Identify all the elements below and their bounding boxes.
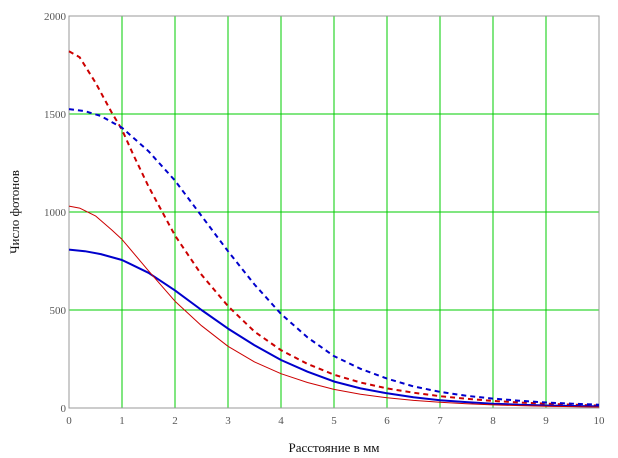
y-axis-ticks: 0 500 1000 1500 2000	[44, 11, 67, 415]
x-tick-label: 5	[331, 415, 337, 427]
x-axis-ticks: 0 1 2 3 4 5 6 7 8 9 10	[66, 415, 605, 427]
x-tick-label: 9	[543, 415, 549, 427]
series-line-1	[68, 108, 600, 406]
x-tick-label: 1	[119, 415, 125, 427]
y-tick-label: 1500	[44, 109, 67, 121]
x-tick-label: 8	[490, 415, 496, 427]
series-group	[68, 50, 600, 408]
y-tick-label: 1000	[44, 207, 67, 219]
y-axis-label: Число фотонов	[7, 170, 22, 254]
y-tick-label: 0	[61, 403, 67, 415]
x-tick-label: 10	[594, 415, 606, 427]
series-line-2	[68, 248, 600, 408]
grid	[68, 15, 600, 409]
y-tick-label: 2000	[44, 11, 67, 23]
x-tick-label: 3	[225, 415, 231, 427]
x-tick-label: 2	[172, 415, 178, 427]
plot-frame	[68, 15, 600, 409]
series-line-0	[68, 50, 600, 407]
series-line-3	[68, 205, 600, 408]
x-tick-label: 7	[437, 415, 443, 427]
x-tick-label: 0	[66, 415, 72, 427]
x-axis-label: Расстояние в мм	[288, 440, 379, 455]
x-tick-label: 4	[278, 415, 284, 427]
y-tick-label: 500	[50, 305, 67, 317]
x-tick-label: 6	[384, 415, 390, 427]
